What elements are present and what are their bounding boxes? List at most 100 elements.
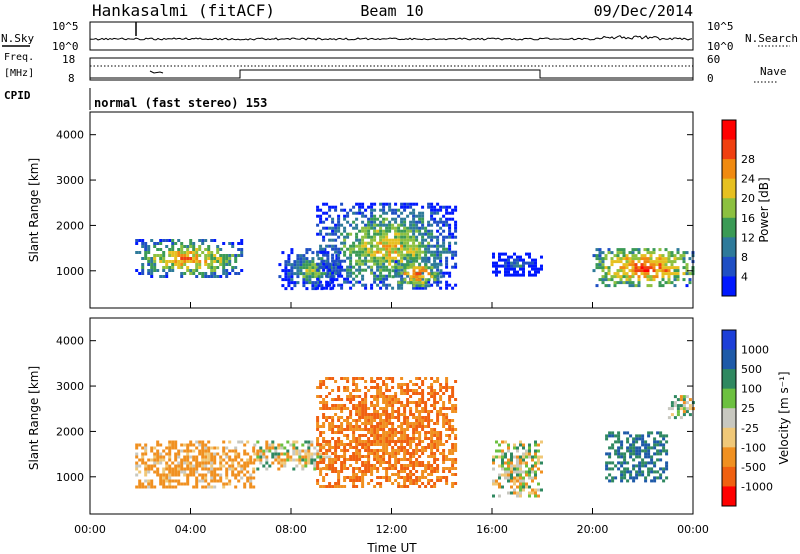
velocity-cell-0 (243, 473, 247, 477)
velocity-cell-2 (343, 455, 347, 458)
velocity-cell-2 (448, 422, 452, 425)
power-cell-2 (385, 259, 389, 263)
power-cell-0 (240, 242, 244, 245)
power-cell-4 (513, 270, 516, 274)
power-cell-2 (337, 217, 341, 221)
velocity-cell-3 (537, 449, 540, 453)
power-cell-2 (334, 259, 338, 263)
velocity-cell-2 (370, 464, 374, 467)
power-cell-2 (442, 250, 446, 254)
velocity-cell-2 (436, 470, 440, 473)
power-cell-2 (400, 229, 404, 233)
power-cell-0 (186, 257, 190, 260)
velocity-cell-2 (406, 383, 410, 386)
velocity-cell-3 (537, 458, 540, 462)
velocity-cell-0 (201, 455, 205, 459)
velocity-cell-3 (525, 473, 528, 477)
station-title: Hankasalmi (fitACF) (92, 1, 275, 20)
velocity-cell-2 (391, 401, 395, 404)
velocity-cell-1 (307, 452, 311, 456)
velocity-cell-2 (424, 449, 428, 452)
velocity-cell-2 (418, 449, 422, 452)
power-cell-2 (433, 205, 437, 209)
power-cell-1 (326, 269, 330, 273)
velocity-cell-2 (430, 386, 434, 389)
velocity-cell-1 (271, 440, 275, 444)
power-cell-0 (192, 242, 196, 245)
velocity-cell-1 (310, 458, 314, 462)
power-cell-0 (180, 251, 184, 254)
power-cell-5 (622, 269, 626, 273)
power-cell-2 (448, 283, 452, 287)
power-cell-2 (373, 232, 377, 236)
velocity-cell-2 (436, 401, 440, 404)
power-cell-3 (406, 266, 410, 270)
velocity-cell-0 (207, 482, 211, 486)
velocity-cell-2 (388, 452, 392, 455)
velocity-cell-0 (195, 470, 199, 474)
velocity-cell-0 (195, 464, 199, 468)
power-cell-2 (388, 271, 392, 275)
velocity-cell-4 (656, 458, 660, 462)
power-cell-1 (293, 260, 297, 264)
velocity-cell-2 (334, 470, 338, 473)
power-cell-2 (448, 250, 452, 254)
velocity-cell-2 (382, 380, 386, 383)
power-cell-4 (507, 270, 510, 274)
velocity-cell-3 (501, 440, 504, 444)
velocity-cell-0 (201, 473, 205, 477)
power-cell-2 (436, 265, 440, 269)
velocity-cell-2 (403, 416, 407, 419)
velocity-cell-1 (319, 467, 323, 471)
power-cell-1 (332, 266, 336, 270)
velocity-cell-2 (418, 419, 422, 422)
power-cell-2 (430, 214, 434, 218)
velocity-cell-2 (319, 485, 323, 488)
power-cell-2 (451, 286, 455, 290)
velocity-cell-2 (337, 443, 341, 446)
power-cell-2 (391, 241, 395, 245)
velocity-cell-2 (358, 440, 362, 443)
power-cell-5 (598, 266, 602, 270)
power-cell-1 (290, 278, 294, 282)
power-cell-1 (305, 275, 309, 279)
power-cell-5 (685, 263, 689, 267)
power-cell-2 (334, 208, 338, 212)
power-cell-2 (421, 250, 425, 254)
velocity-cell-0 (171, 470, 175, 474)
velocity-cell-4 (626, 479, 630, 483)
power-cell-2 (370, 250, 374, 254)
power-cell-2 (451, 250, 455, 254)
power-cell-1 (296, 257, 300, 261)
velocity-cell-4 (617, 440, 621, 444)
velocity-cell-2 (391, 377, 395, 380)
velocity-cell-2 (358, 470, 362, 473)
velocity-cell-2 (331, 389, 335, 392)
velocity-cell-4 (611, 467, 615, 471)
velocity-cell-2 (355, 386, 359, 389)
power-cell-3 (397, 272, 401, 276)
power-cell-4 (513, 264, 516, 268)
power-cell-2 (355, 235, 359, 239)
power-cell-2 (325, 280, 329, 284)
velocity-cell-2 (421, 473, 425, 476)
velocity-cell-2 (376, 383, 380, 386)
power-cell-5 (595, 248, 599, 252)
velocity-cell-2 (379, 461, 383, 464)
velocity-cell-3 (492, 455, 495, 459)
power-cell-4 (501, 258, 504, 262)
power-cell-0 (210, 275, 214, 278)
power-cell-0 (234, 260, 238, 263)
power-cell-2 (430, 232, 434, 236)
velocity-cell-2 (331, 398, 335, 401)
power-cell-4 (492, 264, 495, 268)
velocity-cell-2 (340, 461, 344, 464)
velocity-cell-0 (162, 449, 166, 453)
power-cell-3 (415, 275, 419, 279)
power-cell-1 (305, 257, 309, 261)
power-cell-1 (314, 263, 318, 267)
power-cell-5 (679, 257, 683, 261)
velocity-cell-2 (319, 386, 323, 389)
power-cell-2 (406, 226, 410, 230)
